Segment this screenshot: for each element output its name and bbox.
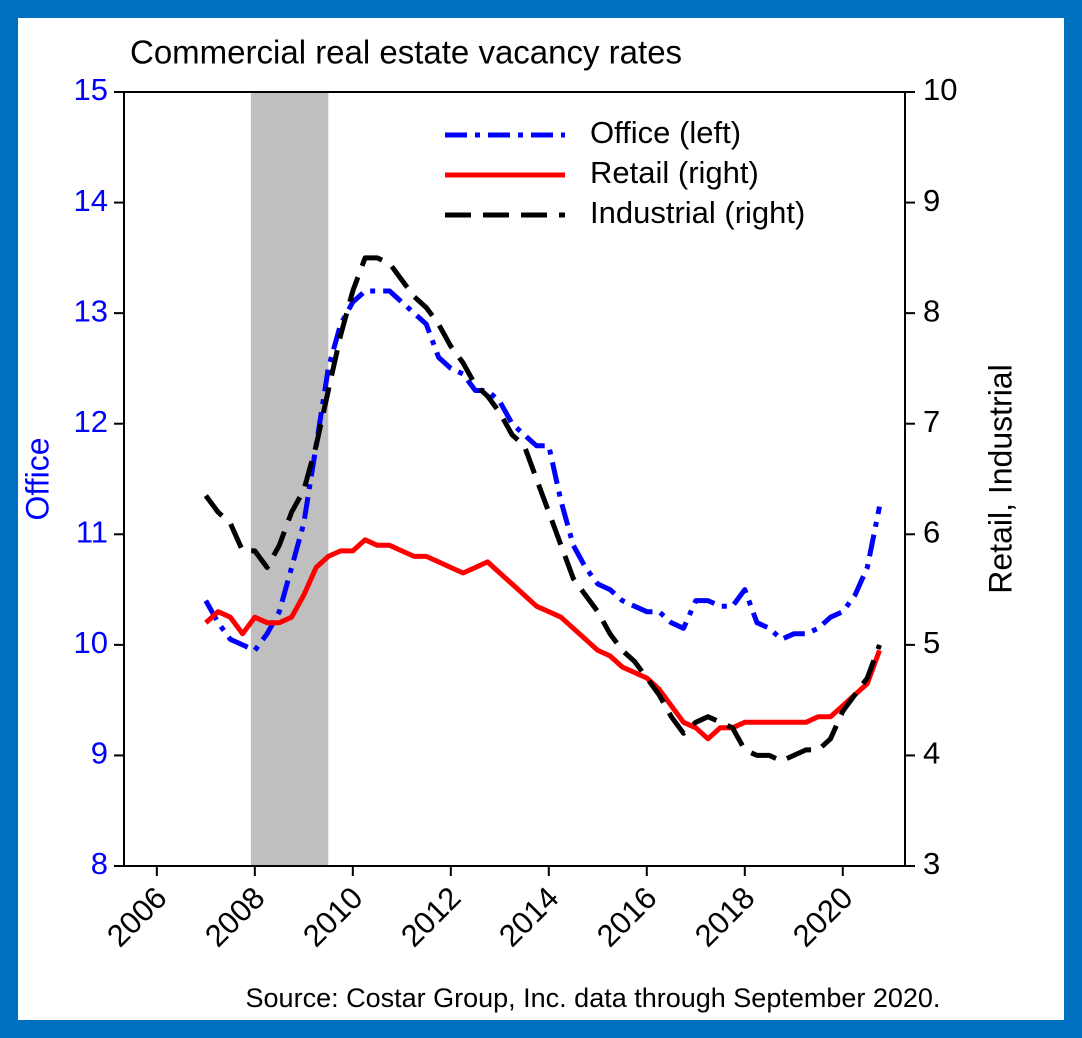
y-axis-label: Office xyxy=(19,438,55,521)
y2-tick-label: 9 xyxy=(923,183,940,218)
y2-tick-label: 4 xyxy=(923,736,940,771)
y2-axis-label: Retail, Industrial xyxy=(982,364,1018,593)
plot-frame xyxy=(123,91,906,867)
series-line xyxy=(203,255,882,764)
lines-layer xyxy=(203,255,882,764)
recession-shading xyxy=(250,92,329,866)
y2-tick-label: 8 xyxy=(923,293,940,328)
y-tick-label: 14 xyxy=(74,183,108,218)
y-tick-label: 8 xyxy=(91,846,108,881)
legend-label: Industrial (right) xyxy=(590,195,805,230)
y2-tick-label: 10 xyxy=(923,72,957,107)
y2-tick-label: 3 xyxy=(923,846,940,881)
chart-background xyxy=(18,18,1064,1020)
y-tick-label: 9 xyxy=(91,736,108,771)
source-note: Source: Costar Group, Inc. data through … xyxy=(246,983,941,1013)
y-tick-label: 11 xyxy=(76,514,108,549)
series-line xyxy=(204,537,882,742)
y-tick-label: 12 xyxy=(74,404,108,439)
legend-label: Office (left) xyxy=(590,115,741,150)
legend-label: Retail (right) xyxy=(590,155,759,190)
y2-tick-label: 6 xyxy=(923,514,940,549)
y-tick-label: 15 xyxy=(74,72,108,107)
y2-tick-label: 5 xyxy=(923,625,940,660)
shading-layer xyxy=(250,92,329,866)
chart-title: Commercial real estate vacancy rates xyxy=(130,34,682,71)
y2-tick-label: 7 xyxy=(923,404,940,439)
y-tick-label: 13 xyxy=(74,293,108,328)
y-tick-label: 10 xyxy=(74,625,108,660)
